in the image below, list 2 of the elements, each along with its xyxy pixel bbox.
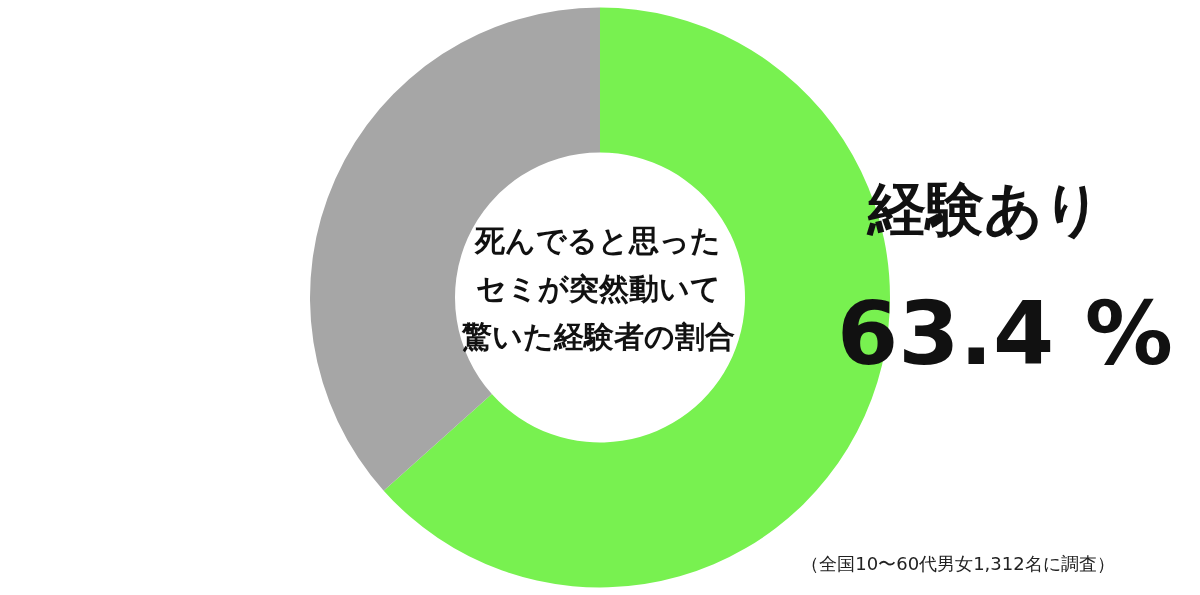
text: （全国10〜60代男女1,312名に調査）: [801, 553, 1115, 574]
text: 死んでると思ったセミが突然動いて驚いた経験者の割合: [460, 223, 735, 354]
